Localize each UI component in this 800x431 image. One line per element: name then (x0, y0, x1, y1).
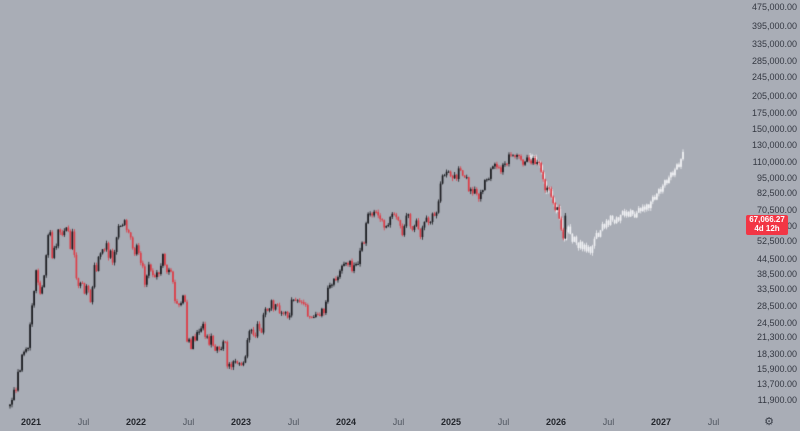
current-price-value: 67,066.27 (749, 215, 785, 224)
time-axis-label: Jul (602, 417, 615, 427)
price-axis-label: 15,900.00 (756, 363, 797, 374)
price-axis-label: 70,500.00 (756, 204, 797, 215)
price-axis-label: 11,900.00 (757, 394, 797, 405)
price-axis-label: 110,000.00 (752, 157, 797, 168)
price-axis-label: 13,700.00 (756, 379, 797, 390)
price-axis-label: 38,500.00 (756, 269, 797, 280)
time-axis-label: Jul (707, 417, 720, 427)
price-axis-label: 95,000.00 (756, 173, 797, 184)
price-axis-label: 44,500.00 (756, 253, 797, 264)
bar-countdown: 4d 12h (754, 223, 780, 233)
time-axis-label: Jul (77, 417, 90, 427)
price-chart-canvas[interactable] (0, 0, 740, 413)
price-axis-label: 335,000.00 (751, 38, 797, 49)
time-axis-label: Jul (497, 417, 510, 427)
price-axis-label: 285,000.00 (751, 55, 797, 66)
price-axis-label: 24,500.00 (756, 317, 797, 328)
price-axis-label: 205,000.00 (751, 91, 797, 102)
current-price-label: 67,066.27 4d 12h (746, 215, 788, 235)
time-axis-label: 2025 (440, 417, 462, 427)
price-axis-label: 245,000.00 (751, 72, 797, 83)
price-axis-label: 18,300.00 (756, 348, 797, 359)
time-axis-label: Jul (287, 417, 300, 427)
price-axis-label: 130,000.00 (751, 139, 797, 150)
time-axis-label: Jul (182, 417, 195, 427)
time-axis-label: 2027 (650, 417, 672, 427)
price-axis-label: 82,500.00 (756, 188, 797, 199)
price-axis-label: 475,000.00 (751, 1, 797, 12)
price-axis-label: 33,500.00 (756, 284, 797, 295)
gear-icon[interactable]: ⚙ (764, 415, 774, 428)
price-axis-label: 150,000.00 (751, 124, 797, 135)
price-axis-label: 395,000.00 (751, 21, 797, 32)
time-axis-label: 2023 (230, 417, 252, 427)
time-axis-label: 2021 (20, 417, 42, 427)
price-axis-label: 175,000.00 (751, 107, 797, 118)
price-axis[interactable]: 475,000.00 395,000.00 335,000.00 285,000.00… (740, 0, 800, 413)
price-axis-label: 21,300.00 (756, 332, 797, 343)
price-axis-label: 28,500.00 (756, 301, 797, 312)
price-axis-label: 52,500.00 (756, 236, 797, 247)
time-axis-label: 2026 (545, 417, 567, 427)
time-axis[interactable]: 2021 Jul 2022 Jul 2023 Jul 2024 Jul 2025 Jul 2026 J… (0, 413, 740, 431)
time-axis-label: 2022 (125, 417, 147, 427)
axis-corner: ⚙ (740, 413, 800, 431)
time-axis-label: 2024 (335, 417, 357, 427)
time-axis-label: Jul (392, 417, 405, 427)
